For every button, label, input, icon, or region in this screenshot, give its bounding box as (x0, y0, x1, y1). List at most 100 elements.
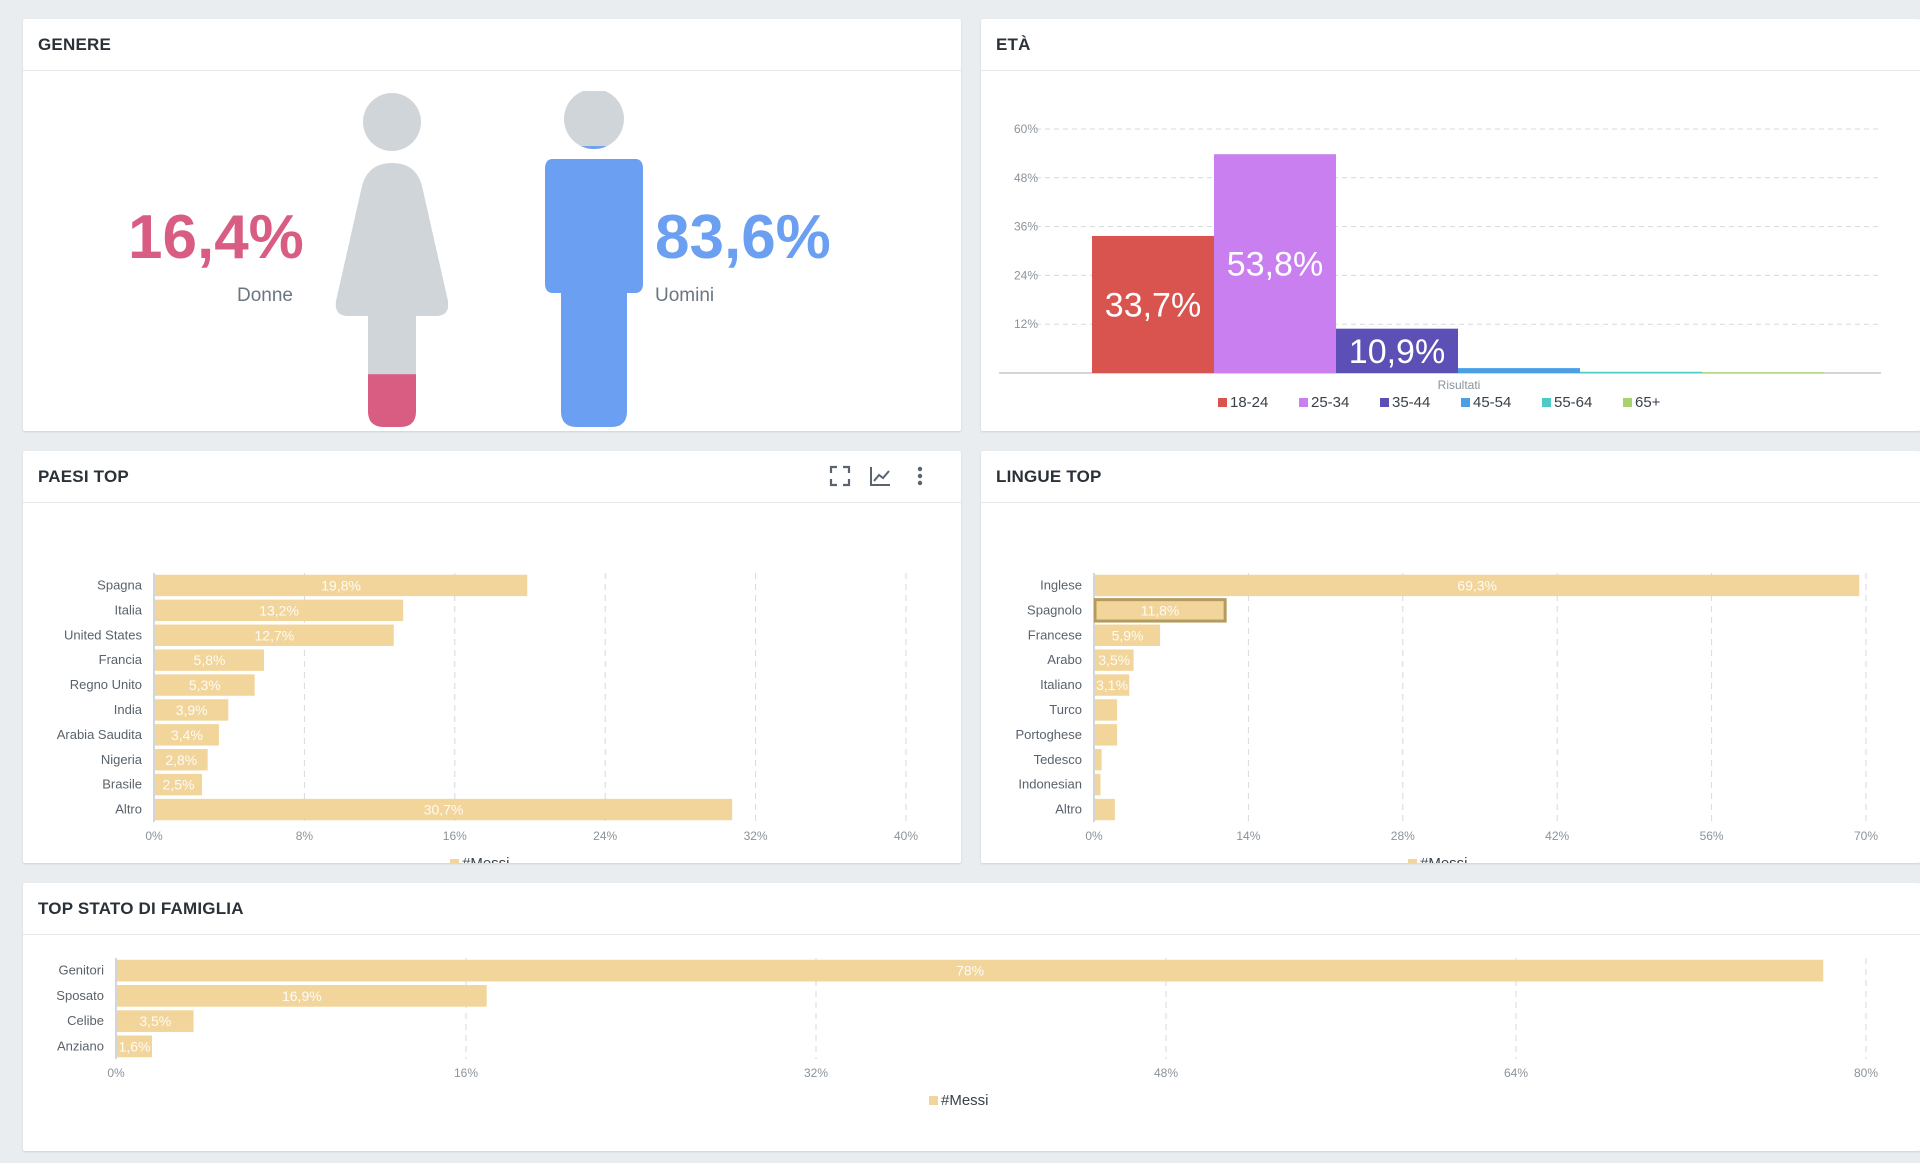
family-category-label: Genitori (58, 963, 104, 978)
family-bar (117, 959, 1824, 982)
more-vertical-icon[interactable] (907, 463, 933, 489)
countries-bar (155, 749, 208, 771)
gender-panel: GENERE 16,4% Donne 83,6% Uomini (23, 19, 961, 431)
languages-bar-label: 3,1% (1096, 677, 1128, 693)
women-label: Donne (237, 285, 293, 306)
countries-bar (155, 773, 202, 796)
languages-category-label: Italiano (1040, 677, 1082, 692)
family-tick-label: 80% (1854, 1066, 1878, 1080)
countries-bar (155, 624, 394, 646)
age-legend-label: 25-34 (1311, 394, 1349, 411)
men-label: Uomini (655, 285, 715, 306)
languages-legend-swatch (1408, 859, 1417, 863)
countries-category-label: Arabia Saudita (57, 727, 143, 742)
age-legend-label: 35-44 (1392, 394, 1430, 411)
countries-legend-swatch (450, 859, 459, 863)
languages-bar-label: 5,9% (1112, 627, 1144, 643)
countries-panel: PAESI TOP 0% 8% 16% 24% 32% 40% Spagna 19,8% Ita… (23, 451, 961, 863)
countries-tick-label: 32% (744, 829, 768, 843)
countries-bar-label: 13,2% (259, 602, 299, 618)
line-chart-icon[interactable] (867, 463, 893, 489)
age-legend-swatch (1461, 398, 1470, 407)
family-panel: TOP STATO DI FAMIGLIA 0% 16% 32% 48% 64% 80% G… (23, 883, 1920, 1151)
countries-bar-label: 30,7% (424, 802, 464, 818)
family-chart: 0% 16% 32% 48% 64% 80% Genitori 78% Sposato 16,9%… (56, 958, 1878, 1109)
languages-bar (1095, 674, 1130, 696)
age-legend-swatch (1380, 398, 1389, 407)
countries-category-label: India (114, 702, 143, 717)
countries-bar (155, 599, 404, 622)
age-bar-45-54 (1458, 368, 1580, 373)
languages-tick-label: 0% (1085, 829, 1103, 843)
family-tick-label: 16% (454, 1066, 478, 1080)
family-tick-label: 48% (1154, 1066, 1178, 1080)
age-legend-swatch (1623, 398, 1632, 407)
languages-category-label: Portoghese (1016, 727, 1083, 742)
countries-legend-label: #Messi (462, 855, 510, 863)
age-panel-title: ETÀ (996, 34, 1031, 54)
countries-category-label: Nigeria (101, 752, 143, 767)
countries-panel-header: PAESI TOP (23, 451, 961, 503)
men-figure-icon (545, 91, 643, 427)
countries-bar (155, 724, 219, 746)
languages-bar (1095, 699, 1118, 721)
women-fill (335, 374, 448, 427)
family-bar-label: 16,9% (282, 988, 322, 1004)
languages-tick-label: 42% (1545, 829, 1569, 843)
age-bar-65+ (1702, 372, 1824, 374)
men-fill (545, 146, 643, 427)
languages-tick-label: 28% (1391, 829, 1415, 843)
family-bar (117, 1035, 152, 1058)
countries-bar (155, 674, 255, 696)
gender-panel-title: GENERE (38, 34, 111, 54)
countries-bar-label: 2,8% (165, 752, 197, 768)
countries-tick-label: 24% (593, 829, 617, 843)
age-tick-label: 60% (1014, 122, 1038, 136)
countries-category-label: Regno Unito (70, 677, 142, 692)
countries-bar-label: 19,8% (321, 577, 361, 593)
age-bar-label: 33,7% (1105, 286, 1201, 324)
women-percentage: 16,4% (128, 203, 304, 272)
countries-category-label: Italia (115, 602, 143, 617)
languages-bar (1095, 649, 1134, 671)
gender-panel-header: GENERE (23, 19, 961, 71)
countries-tick-label: 8% (296, 829, 314, 843)
languages-bar (1095, 574, 1860, 597)
countries-panel-tools (827, 463, 933, 489)
countries-bar-label: 12,7% (255, 627, 295, 643)
age-legend-swatch (1542, 398, 1551, 407)
age-bar-35-44 (1336, 328, 1458, 373)
languages-category-label: Francese (1028, 627, 1082, 642)
age-bar-25-34 (1214, 154, 1336, 373)
countries-bar-label: 2,5% (163, 777, 195, 793)
age-legend-swatch (1218, 398, 1227, 407)
countries-chart: 0% 8% 16% 24% 32% 40% Spagna 19,8% Italia 13,2% Un… (57, 573, 918, 863)
languages-category-label: Indonesian (1018, 777, 1082, 792)
languages-category-label: Arabo (1047, 652, 1082, 667)
languages-chart: 0% 14% 28% 42% 56% 70% Inglese 69,3% Spagnolo 11,… (1016, 573, 1878, 863)
languages-category-label: Tedesco (1034, 752, 1082, 767)
countries-category-label: Francia (99, 652, 143, 667)
age-tick-label: 48% (1014, 171, 1038, 185)
countries-tick-label: 16% (443, 829, 467, 843)
age-legend-swatch (1299, 398, 1308, 407)
countries-panel-title: PAESI TOP (38, 466, 129, 486)
languages-category-label: Inglese (1040, 577, 1082, 592)
age-legend-label: 18-24 (1230, 394, 1268, 411)
family-category-label: Celibe (67, 1013, 104, 1028)
languages-panel-header: LINGUE TOP (981, 451, 1920, 503)
age-bar-18-24 (1092, 235, 1214, 373)
languages-category-label: Altro (1055, 802, 1082, 817)
countries-category-label: United States (64, 627, 143, 642)
family-bar (117, 985, 487, 1007)
countries-bar-label: 3,4% (171, 727, 203, 743)
languages-bar (1093, 598, 1227, 623)
family-panel-title: TOP STATO DI FAMIGLIA (38, 898, 244, 918)
men-percentage: 83,6% (655, 203, 831, 272)
age-tick-label: 24% (1014, 268, 1038, 282)
family-legend-swatch (929, 1096, 938, 1105)
age-tick-label: 36% (1014, 220, 1038, 234)
expand-icon[interactable] (827, 463, 853, 489)
age-legend-label: 65+ (1635, 394, 1661, 411)
countries-category-label: Altro (115, 802, 142, 817)
